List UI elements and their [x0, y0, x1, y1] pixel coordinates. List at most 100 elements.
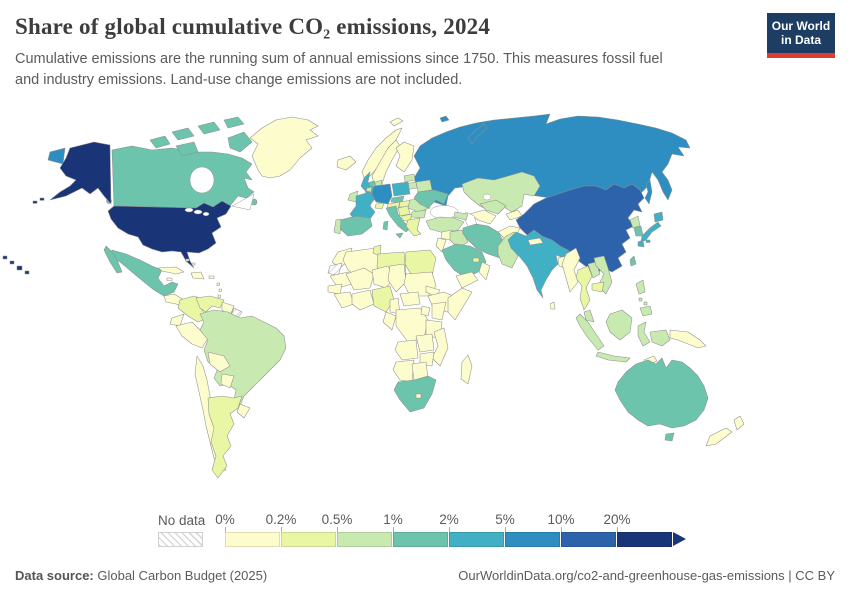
country-south-africa[interactable] [393, 375, 437, 413]
country-uruguay[interactable] [236, 403, 251, 419]
country-greece[interactable] [405, 217, 422, 237]
no-data-swatch[interactable] [158, 532, 203, 547]
country-mexico[interactable] [109, 249, 179, 297]
country-guinea-region[interactable] [333, 291, 355, 309]
legend-bin-5%[interactable] [505, 532, 560, 547]
country-indonesia-sumatra[interactable] [575, 313, 605, 351]
country-somalia[interactable] [447, 287, 473, 321]
country-vietnam[interactable] [593, 255, 613, 295]
country-portugal[interactable] [333, 218, 342, 235]
country-nepal[interactable] [527, 237, 544, 246]
legend-bin-10%[interactable] [561, 532, 616, 547]
country-jamaica[interactable] [166, 277, 173, 281]
country-bolivia[interactable] [207, 351, 231, 373]
country-angola[interactable] [394, 339, 419, 361]
country-finland[interactable] [395, 141, 415, 173]
country-namibia[interactable] [392, 359, 415, 383]
country-united-states[interactable] [107, 200, 232, 269]
country-kenya[interactable] [431, 301, 447, 321]
country-belarus[interactable] [415, 179, 433, 193]
country-netherlands[interactable] [368, 180, 376, 188]
country-tasmania[interactable] [664, 432, 675, 442]
country-australia[interactable] [614, 357, 709, 429]
country-novaya-zemlya[interactable] [467, 123, 488, 145]
country-germany[interactable] [371, 183, 393, 205]
country-sri-lanka[interactable] [549, 301, 556, 310]
country-congo-gabon[interactable] [382, 311, 397, 331]
country-franz-josef[interactable] [439, 115, 450, 123]
country-indonesia-borneo[interactable] [605, 309, 633, 341]
country-uganda[interactable] [420, 305, 431, 317]
country-india[interactable] [507, 229, 573, 299]
country-zambia[interactable] [415, 333, 435, 353]
country-ecuador[interactable] [169, 313, 185, 327]
country-japan-shikoku[interactable] [645, 239, 651, 243]
country-taiwan[interactable] [629, 255, 637, 267]
country-sicily[interactable] [395, 232, 404, 239]
credit-link[interactable]: OurWorldinData.org/co2-and-greenhouse-ga… [458, 568, 835, 583]
country-mozambique[interactable] [431, 327, 449, 367]
owid-logo[interactable]: Our World in Data [767, 13, 835, 58]
country-japan-honshu[interactable] [640, 221, 662, 243]
country-venezuela[interactable] [195, 295, 225, 313]
legend-bin-1%[interactable] [393, 532, 448, 547]
legend-bin-2%[interactable] [449, 532, 504, 547]
country-belgium[interactable] [365, 186, 373, 193]
country-lesotho[interactable] [415, 393, 422, 399]
country-thailand[interactable] [575, 265, 593, 311]
country-south-korea[interactable] [633, 225, 644, 237]
country-hispaniola[interactable] [190, 271, 205, 280]
country-oman[interactable] [478, 261, 491, 281]
country-cuba[interactable] [157, 266, 185, 275]
country-gulf-states[interactable] [472, 257, 480, 263]
country-mali[interactable] [345, 267, 375, 291]
country-kazakhstan[interactable] [461, 171, 541, 213]
country-argentina[interactable] [207, 395, 243, 479]
country-puerto-rico[interactable] [208, 275, 215, 279]
country-chad[interactable] [387, 263, 407, 293]
country-ukraine[interactable] [413, 189, 449, 209]
country-svalbard[interactable] [389, 117, 404, 127]
country-senegal[interactable] [327, 283, 343, 295]
country-slovenia-croatia[interactable] [397, 205, 411, 217]
country-baltics-north[interactable] [403, 173, 416, 183]
country-sakhalin[interactable] [644, 179, 653, 205]
country-iceland[interactable] [336, 155, 357, 171]
country-chukotka-west[interactable] [47, 147, 66, 165]
legend-bin-20%[interactable] [617, 532, 672, 547]
country-west-papua[interactable] [649, 329, 671, 347]
country-japan-hokkaido[interactable] [653, 211, 664, 223]
country-norway[interactable] [361, 127, 403, 181]
country-new-zealand-north[interactable] [733, 415, 745, 431]
country-paraguay[interactable] [220, 373, 235, 389]
country-japan-kyushu[interactable] [637, 239, 645, 248]
country-uzbekistan[interactable] [479, 199, 507, 215]
country-indonesia-sulawesi[interactable] [637, 321, 651, 347]
country-ivory-ghana[interactable] [351, 289, 375, 311]
country-spain[interactable] [338, 215, 373, 237]
country-cambodia[interactable] [591, 281, 605, 293]
country-switzerland[interactable] [374, 202, 385, 210]
legend-bin-0.2%[interactable] [281, 532, 336, 547]
country-poland[interactable] [391, 181, 411, 197]
country-madagascar[interactable] [460, 354, 473, 385]
country-indonesia-java[interactable] [595, 351, 631, 363]
country-sardinia[interactable] [382, 220, 389, 231]
country-alaska[interactable] [49, 141, 112, 205]
country-central-african-rep[interactable] [399, 291, 421, 307]
legend-bin-0%[interactable] [225, 532, 280, 547]
country-bulgaria[interactable] [410, 209, 427, 219]
country-caucasus[interactable] [453, 211, 469, 221]
country-jordan-israel[interactable] [435, 237, 447, 253]
country-yemen[interactable] [455, 271, 479, 289]
country-myanmar[interactable] [561, 247, 581, 293]
country-turkey[interactable] [425, 216, 465, 234]
country-peru[interactable] [175, 321, 209, 349]
legend-bin-0.5%[interactable] [337, 532, 392, 547]
country-papua-new-guinea[interactable] [669, 329, 707, 349]
country-new-zealand-south[interactable] [705, 427, 733, 447]
country-baja[interactable] [103, 245, 123, 274]
country-greenland[interactable] [249, 116, 319, 179]
country-turkmenistan[interactable] [469, 209, 497, 225]
country-malaysia[interactable] [583, 309, 595, 323]
